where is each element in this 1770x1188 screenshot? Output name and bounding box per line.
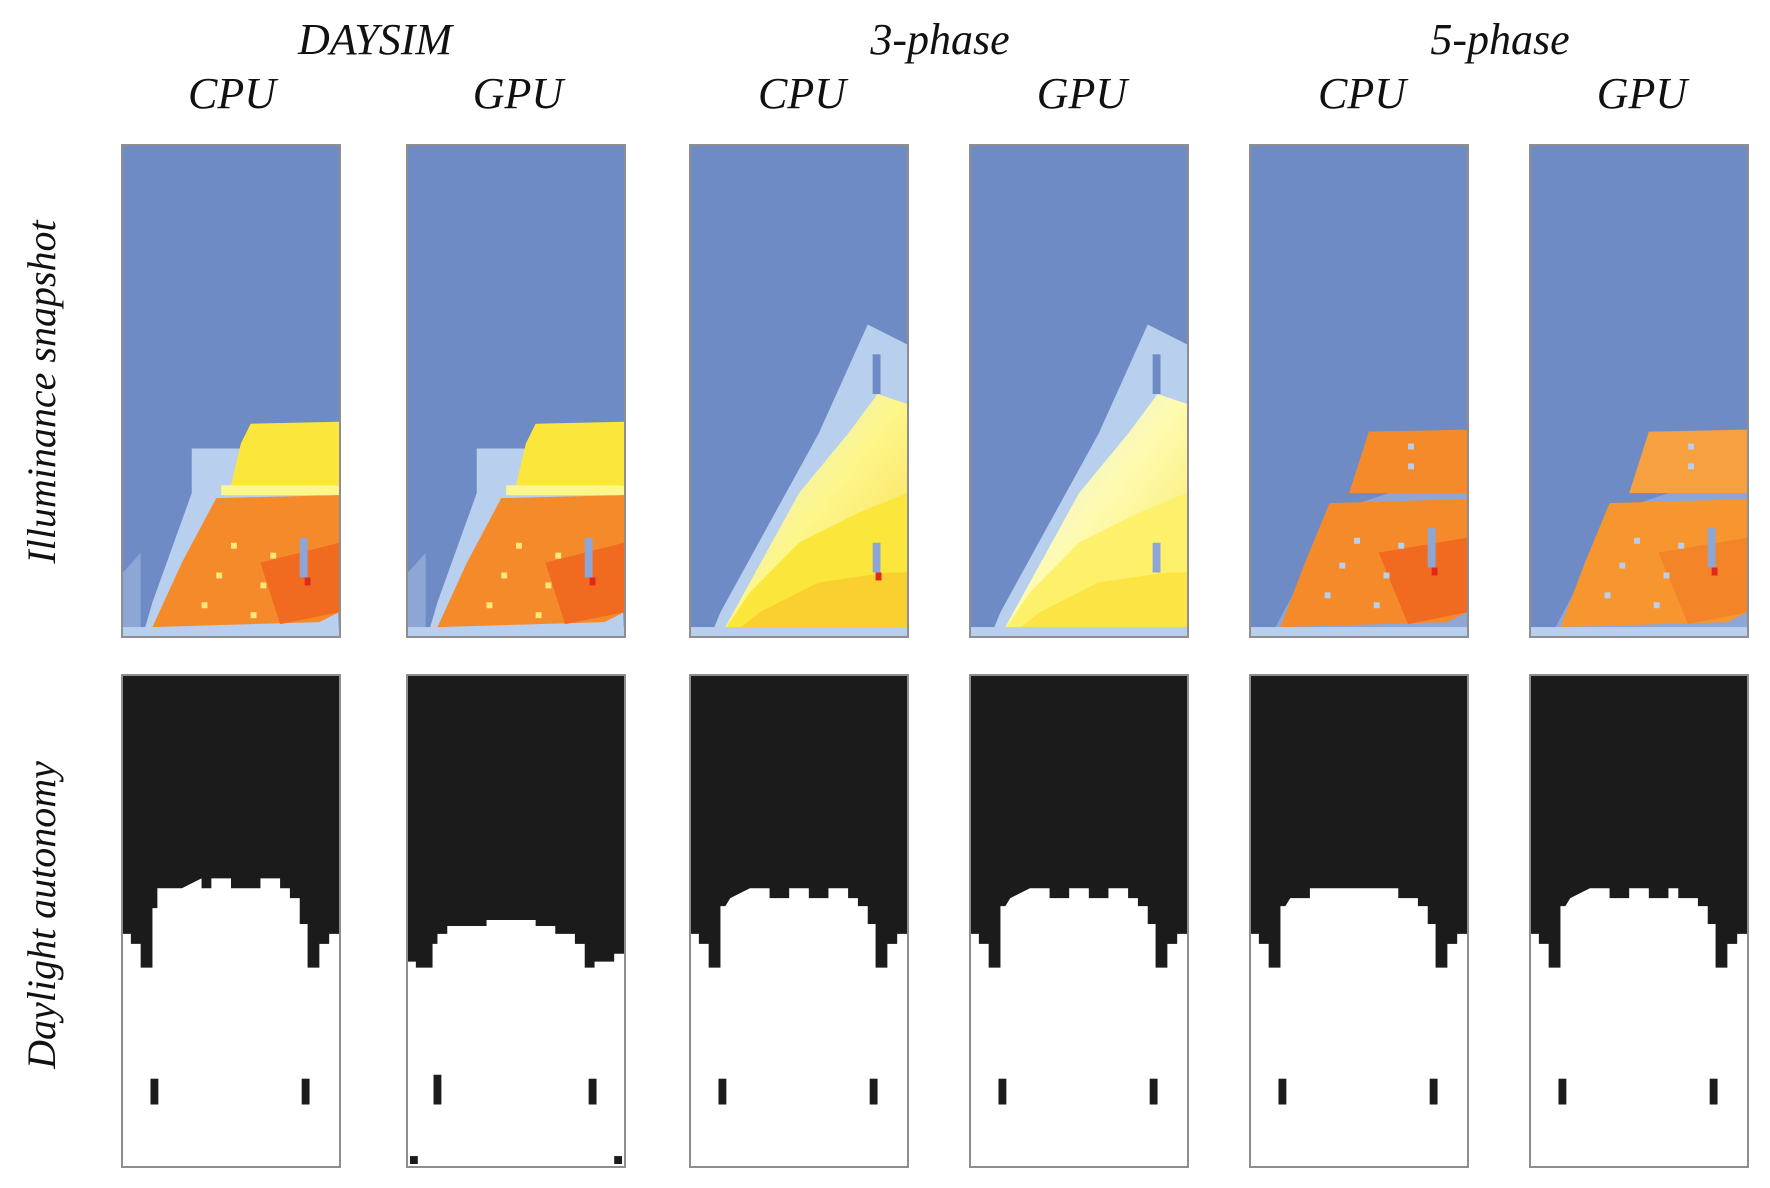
- illuminance-map: [691, 146, 907, 636]
- autonomy-map: [1531, 676, 1747, 1166]
- autonomy-panel-3-phase-gpu: [969, 674, 1189, 1168]
- illuminance-panel-3-phase-cpu: [689, 144, 909, 638]
- col-label-5-phase-gpu: GPU: [1596, 69, 1688, 118]
- illuminance-map: [1531, 146, 1747, 636]
- illuminance-panel-5-phase-gpu: [1529, 144, 1749, 638]
- col-label-daysim-gpu: GPU: [472, 69, 564, 118]
- autonomy-panel-daysim-cpu: [121, 674, 341, 1168]
- autonomy-map: [971, 676, 1187, 1166]
- group-title-5-phase: 5-phase: [1430, 15, 1570, 64]
- illuminance-map: [1251, 146, 1467, 636]
- autonomy-map: [1251, 676, 1467, 1166]
- autonomy-map: [691, 676, 907, 1166]
- illuminance-panel-3-phase-gpu: [969, 144, 1189, 638]
- autonomy-panel-5-phase-cpu: [1249, 674, 1469, 1168]
- illuminance-map: [123, 146, 339, 636]
- illuminance-panel-daysim-cpu: [121, 144, 341, 638]
- autonomy-panel-daysim-gpu: [406, 674, 626, 1168]
- group-title-daysim: DAYSIM: [298, 15, 452, 64]
- illuminance-panel-5-phase-cpu: [1249, 144, 1469, 638]
- col-label-daysim-cpu: CPU: [188, 69, 276, 118]
- group-title-3-phase: 3-phase: [870, 15, 1010, 64]
- autonomy-map: [408, 676, 624, 1166]
- row-label-daylight-autonomy: Daylight autonomy: [19, 761, 64, 1069]
- illuminance-map: [408, 146, 624, 636]
- illuminance-panel-daysim-gpu: [406, 144, 626, 638]
- col-label-3-phase-gpu: GPU: [1036, 69, 1128, 118]
- autonomy-map: [123, 676, 339, 1166]
- autonomy-panel-5-phase-gpu: [1529, 674, 1749, 1168]
- col-label-5-phase-cpu: CPU: [1318, 69, 1406, 118]
- col-label-3-phase-cpu: CPU: [758, 69, 846, 118]
- illuminance-map: [971, 146, 1187, 636]
- row-label-illuminance-snapshot: Illuminance snapshot: [19, 220, 64, 564]
- autonomy-panel-3-phase-cpu: [689, 674, 909, 1168]
